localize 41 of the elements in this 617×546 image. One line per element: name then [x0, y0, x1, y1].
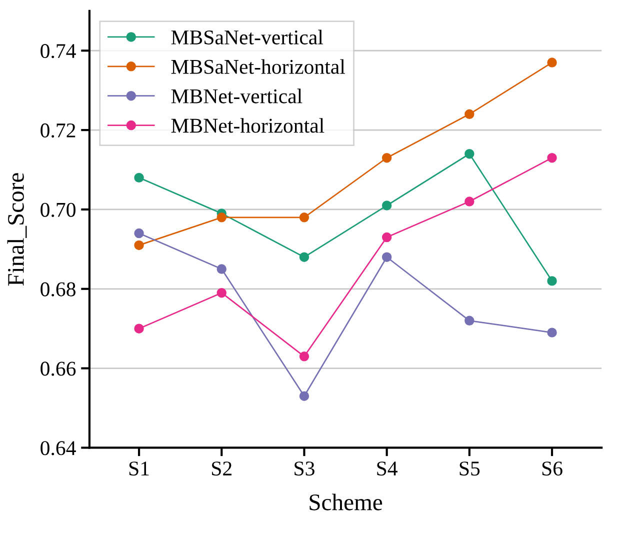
legend-label: MBSaNet-horizontal	[171, 59, 346, 74]
point	[464, 149, 474, 159]
y-tick-label: 0.70	[40, 202, 76, 217]
legend-label: MBNet-horizontal	[171, 118, 324, 133]
x-tick-label: S2	[212, 462, 232, 476]
point	[547, 276, 557, 286]
point	[299, 212, 310, 222]
point	[464, 316, 474, 326]
point	[464, 196, 474, 206]
legend-label: MBNet-vertical	[171, 88, 302, 104]
point	[382, 200, 392, 210]
y-tick-label: 0.68	[40, 282, 76, 296]
y-tick-label: 0.66	[40, 362, 76, 376]
point	[299, 352, 310, 362]
x-tick-label: S5	[460, 462, 480, 476]
x-tick-label: S6	[542, 462, 562, 476]
point	[464, 109, 474, 120]
x-tick-label: S4	[377, 462, 398, 476]
point	[134, 172, 144, 183]
point	[299, 391, 310, 401]
y-tick-label: 0.74	[40, 44, 76, 58]
y-axis-title: Final_Score	[7, 173, 27, 286]
y-tick-label: 0.72	[40, 123, 76, 138]
point	[216, 212, 226, 222]
x-tick-label: S1	[129, 462, 149, 476]
point	[299, 252, 310, 262]
point	[382, 232, 392, 242]
point	[382, 152, 392, 163]
point	[547, 58, 557, 68]
legend-label: MBSaNet-vertical	[171, 30, 324, 44]
x-tick-label: S3	[294, 462, 314, 476]
point	[547, 152, 557, 163]
point	[134, 324, 144, 334]
point	[216, 264, 226, 274]
point	[134, 228, 144, 238]
point	[134, 240, 144, 250]
x-axis-title: Scheme	[310, 494, 382, 510]
point	[382, 252, 392, 262]
point	[216, 288, 226, 298]
point	[547, 328, 557, 338]
y-tick-label: 0.64	[40, 441, 76, 456]
